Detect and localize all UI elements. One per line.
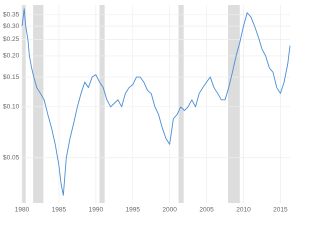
- recession-band: [33, 5, 44, 203]
- x-tick-label: 2010: [236, 207, 251, 214]
- x-tick-label: 1980: [15, 207, 30, 214]
- recession-band: [227, 5, 240, 203]
- x-tick-label: 2005: [199, 207, 214, 214]
- price-line: [21, 8, 291, 196]
- y-tick-label: $0.10: [3, 104, 20, 111]
- x-tick-label: 1995: [126, 207, 141, 214]
- x-tick-label: 2000: [162, 207, 177, 214]
- recession-band: [22, 5, 26, 203]
- x-tick-label: 2015: [273, 207, 288, 214]
- y-tick-label: $0.30: [3, 23, 20, 30]
- y-tick-label: $0.35: [3, 12, 20, 19]
- y-tick-label: $0.25: [3, 36, 20, 43]
- y-tick-label: $0.15: [3, 74, 20, 81]
- recession-band: [178, 5, 184, 203]
- chart: $0.05 $0.10 $0.15 $0.20 $0.25 $0.30 $0.35 1980 1…: [3, 5, 291, 214]
- y-tick-label: $0.05: [3, 154, 20, 161]
- y-tick-label: $0.20: [3, 53, 20, 60]
- recession-band: [99, 5, 105, 203]
- x-tick-label: 1985: [52, 207, 67, 214]
- x-tick-label: 1990: [89, 207, 104, 214]
